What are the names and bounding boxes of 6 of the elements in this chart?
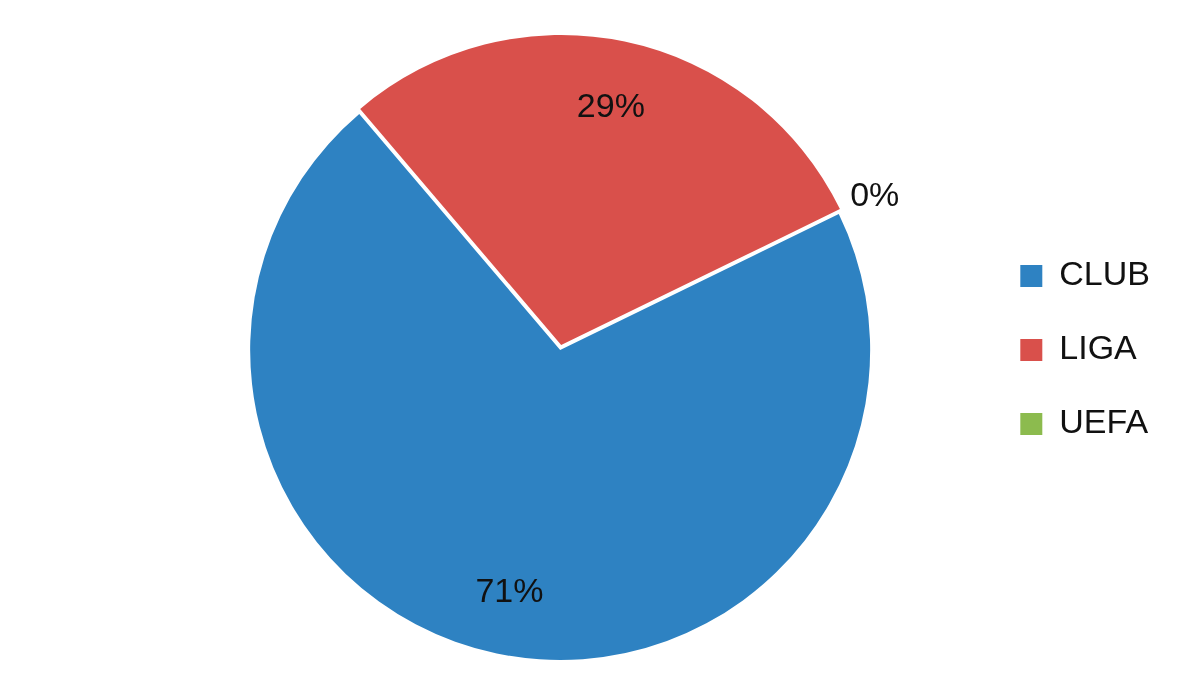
data-label: 29%: [576, 85, 645, 124]
legend-label: LIGA: [1059, 328, 1138, 367]
text: 0%: [850, 174, 900, 213]
data-label: 71%: [475, 571, 544, 610]
legend-label: CLUB: [1059, 254, 1151, 293]
legend-label: UEFA: [1059, 402, 1149, 441]
